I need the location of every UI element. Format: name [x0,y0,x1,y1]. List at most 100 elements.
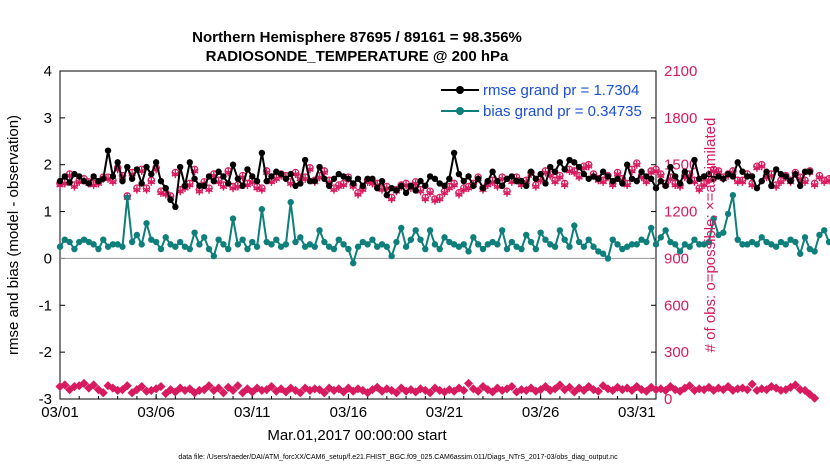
bias-point [258,206,266,213]
chart-title: Northern Hemisphere 87695 / 89161 = 98.3… [192,29,522,46]
obs-bottom-mark [223,382,233,392]
rmse-point [489,168,496,175]
bias-point [628,241,636,248]
legend-box [437,79,647,123]
bias-point [508,238,516,246]
bias-point [724,210,732,218]
rmse-point [806,168,814,175]
footnote: data file: /Users/raeder/DAI/ATM_forcXX/… [178,454,618,461]
obs-bottom-mark [685,381,695,391]
bias-point [566,243,573,250]
rmse-point [700,173,708,180]
obs-assimilated-mark [815,173,824,182]
bias-point [263,238,270,246]
rmse-point [412,187,419,194]
rmse-point [652,184,660,192]
bias-point [720,229,727,236]
rmse-point [508,173,516,180]
rmse-point [128,175,136,182]
rmse-point [441,182,448,189]
bias-point [364,241,371,248]
bias-point [80,236,88,243]
rmse-point [796,182,804,189]
obs-bottom-mark [60,380,70,390]
bias-point [277,243,285,250]
bias-point [518,245,525,253]
bias-point [100,236,107,243]
obs-bottom-mark [488,387,498,397]
bias-point [696,241,703,248]
obs-assimilated-mark [147,177,156,186]
bias-point [652,241,660,248]
obs-assimilated-mark [556,173,564,182]
rmse-point [566,156,573,164]
rmse-point [85,180,93,187]
obs-assimilated-mark [450,181,458,190]
rmse-point [417,177,424,185]
x-tick-label: 03/06 [137,404,175,421]
rmse-point [479,184,487,192]
y-tick-label: -2 [39,344,52,361]
rmse-point [662,182,669,189]
obs-bottom-mark [334,384,344,394]
bias-point [614,241,621,248]
rmse-point [772,166,780,173]
rmse-point [580,170,588,178]
rmse-point [681,168,689,175]
bias-point [119,243,126,250]
obs-bottom-mark [810,393,820,403]
obs-assimilated-mark [421,195,430,204]
obs-bottom-mark [343,383,353,393]
obs-bottom-mark [199,385,209,395]
bias-point [311,243,318,250]
bias-point [460,241,467,248]
rmse-point [686,177,693,185]
rmse-point [143,163,150,171]
bias-point [301,243,309,250]
obs-bottom-mark [396,383,406,393]
rmse-point [532,175,540,182]
rmse-point [720,175,727,182]
rmse-point [71,170,78,178]
rmse-point [623,161,631,168]
obs-bottom-mark [156,381,166,392]
bias-point [494,241,501,248]
obs-assimilated-mark [258,185,266,194]
obs-bottom-mark [242,384,253,394]
rmse-point [542,180,549,187]
bias-point [374,243,381,250]
bias-point [56,243,64,250]
bias-point [181,243,189,250]
rmse-point [374,184,381,192]
bias-point [143,220,150,227]
obs-bottom-mark [550,384,560,394]
rmse-point [176,163,184,171]
rmse-point [782,173,789,180]
obs-assimilated-mark [133,185,141,194]
rmse-point [393,187,400,194]
bias-point [66,238,73,246]
rmse-point [585,175,592,182]
rmse-point [181,182,189,189]
rmse-point [609,177,616,185]
rmse-point [705,170,713,178]
obs-bottom-mark [742,385,752,395]
bias-point [537,229,544,236]
obs-bottom-mark [459,385,469,395]
bias-point [383,243,391,250]
bias-point [806,245,814,253]
bias-point [561,236,568,243]
obs-bottom-mark [161,388,171,399]
obs-bottom-mark [175,383,185,393]
x-tick-label: 03/31 [618,404,656,421]
rmse-point [647,175,655,182]
rmse-point [268,173,275,180]
bias-point [292,238,299,246]
bias-point [744,241,751,248]
data-marks [55,147,830,403]
y-tick-label: 0 [44,250,52,267]
y-tick-label: 3 [44,110,52,127]
obs-bottom-mark [574,383,584,393]
bias-point [547,241,554,248]
rmse-point [503,175,511,182]
